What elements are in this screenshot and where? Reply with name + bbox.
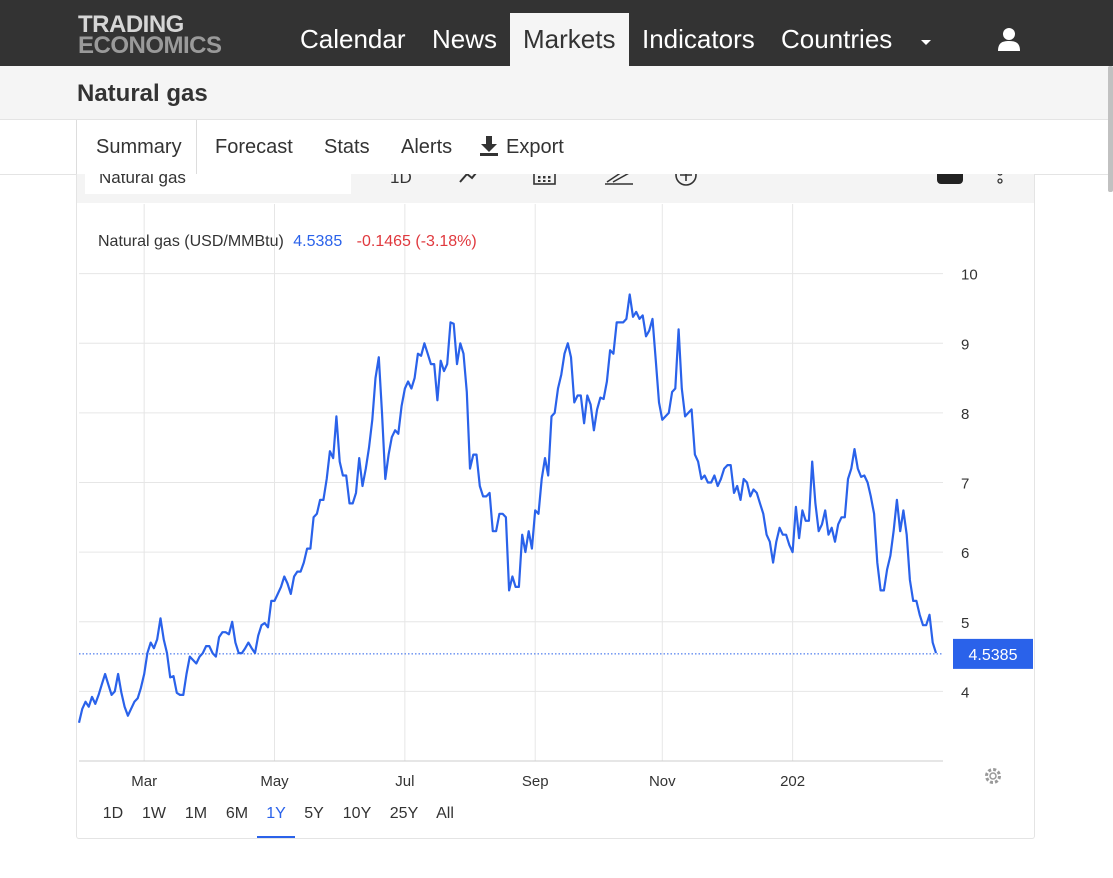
tab-export-label: Export [506,136,564,158]
top-navbar: TRADING ECONOMICS Calendar News Markets … [0,0,1113,66]
y-tick-label: 10 [961,267,978,284]
range-1w[interactable]: 1W [142,805,166,822]
range-6m[interactable]: 6M [225,805,249,822]
x-tick-label: May [260,773,289,790]
chart-toolbar: Natural gas 1D [77,174,1034,203]
y-tick-label: 6 [961,545,969,562]
range-selector: 1D 1W 1M 6M 1Y 5Y 10Y 25Y All [77,802,1034,838]
chevron-down-icon[interactable] [921,40,931,45]
x-tick-label: Nov [649,773,676,790]
chart-legend: Natural gas (USD/MMBtu) 4.5385 -0.1465 (… [98,233,477,250]
x-axis: Mar May Jul Sep Nov 202 [79,760,943,790]
tab-stats[interactable]: Stats [324,136,370,158]
logo-line-2: ECONOMICS [78,32,222,59]
range-25y[interactable]: 25Y [389,805,419,822]
x-tick-label: Jul [395,773,414,790]
site-logo[interactable]: TRADING ECONOMICS [78,11,222,59]
nav-indicators[interactable]: Indicators [642,24,755,54]
nav-markets[interactable]: Markets [510,13,629,66]
drawing-tools-icon[interactable] [603,174,635,186]
tab-summary[interactable]: Summary [76,120,197,175]
chart-type-icon[interactable] [458,174,484,186]
download-icon [480,135,498,156]
range-1m[interactable]: 1M [184,805,208,822]
user-icon[interactable] [996,26,1022,52]
y-tick-label: 7 [961,476,969,493]
range-10y[interactable]: 10Y [342,805,372,822]
range-all[interactable]: All [436,805,454,822]
nav-countries[interactable]: Countries [781,24,893,54]
last-price-badge: 4.5385 [953,638,1033,669]
compare-plus-icon[interactable] [673,174,699,186]
y-tick-label: 5 [961,615,969,632]
legend-value: 4.5385 [293,233,342,250]
chart-grid [79,204,943,761]
range-5y[interactable]: 5Y [304,805,324,822]
range-1y[interactable]: 1Y [257,802,295,838]
nav-news[interactable]: News [432,24,498,54]
y-tick-label: 8 [961,406,969,423]
more-options-icon[interactable] [995,174,1005,186]
symbol-search-input[interactable]: Natural gas [85,174,351,194]
interval-selector[interactable]: 1D [390,174,412,187]
x-tick-label: Sep [522,773,549,790]
legend-series-name: Natural gas (USD/MMBtu) [98,233,284,250]
page-header [0,66,1113,120]
y-tick-label: 4 [961,684,969,701]
x-tick-label: Mar [131,773,157,790]
page-scrollbar[interactable] [1108,66,1113,192]
legend-change: -0.1465 (-3.18%) [357,233,477,250]
calendar-icon[interactable] [532,174,558,186]
gear-icon[interactable] [983,766,1003,786]
last-price-label: 4.5385 [969,647,1018,664]
price-series-line [77,293,938,723]
logo-line-1: TRADING [78,11,184,38]
y-axis: 4 5 6 7 8 9 10 [961,267,978,702]
download-chart-icon[interactable] [936,174,964,186]
range-1d[interactable]: 1D [102,805,124,822]
tab-export[interactable]: Export [479,120,564,174]
chart-panel: Natural gas 1D 4 5 6 7 8 9 10 M [76,174,1035,839]
y-tick-label: 9 [961,336,969,353]
tab-forecast[interactable]: Forecast [215,136,293,158]
page-title: Natural gas [77,80,208,107]
tab-alerts[interactable]: Alerts [401,136,453,158]
x-tick-label: 202 [780,773,805,790]
nav-calendar[interactable]: Calendar [300,24,406,54]
price-chart[interactable]: 4 5 6 7 8 9 10 Mar May Jul Sep Nov 202 4.5385 Natur… [77,174,1034,802]
